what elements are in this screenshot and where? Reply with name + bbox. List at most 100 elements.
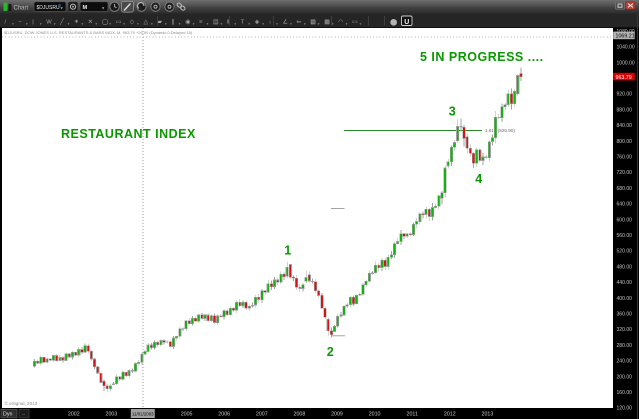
svg-text:600.00: 600.00 — [617, 217, 633, 223]
svg-text:11/01/2003: 11/01/2003 — [132, 412, 154, 417]
svg-text:520.00: 520.00 — [617, 249, 633, 255]
svg-text:© eSignal, 2013: © eSignal, 2013 — [5, 400, 38, 406]
svg-text:▾: ▾ — [193, 22, 195, 26]
svg-text:▾: ▾ — [68, 22, 70, 26]
svg-text:2012: 2012 — [444, 412, 456, 418]
svg-text:2011: 2011 — [407, 412, 418, 418]
svg-text:5 IN PROGRESS ....: 5 IN PROGRESS .... — [420, 50, 544, 64]
svg-text:▾: ▾ — [165, 22, 167, 26]
svg-text:/: / — [5, 20, 7, 26]
svg-text:∥: ∥ — [171, 19, 174, 26]
svg-text:T: T — [241, 20, 245, 26]
svg-text:∠: ∠ — [283, 19, 288, 26]
svg-text:↓: ↓ — [269, 20, 272, 26]
svg-text:▾: ▾ — [207, 22, 209, 26]
svg-text:−: − — [18, 20, 22, 26]
svg-text:△: △ — [144, 20, 149, 26]
svg-text:800.00: 800.00 — [617, 139, 633, 145]
svg-text:2010: 2010 — [369, 412, 381, 418]
svg-text:360.00: 360.00 — [617, 312, 633, 318]
svg-text:2: 2 — [327, 345, 334, 359]
svg-text:2007: 2007 — [256, 412, 268, 418]
svg-text:▾: ▾ — [61, 5, 64, 10]
svg-text:▾: ▾ — [102, 5, 105, 10]
svg-text:4: 4 — [475, 172, 482, 186]
svg-text:2005: 2005 — [181, 412, 193, 418]
svg-text:840.00: 840.00 — [617, 123, 633, 129]
svg-text:✕: ✕ — [88, 20, 93, 26]
svg-text:▾: ▾ — [82, 22, 84, 26]
svg-text:$DJUSRU, DOW JONES U.S. RESTAU: $DJUSRU, DOW JONES U.S. RESTAURANTS & BA… — [4, 30, 193, 35]
svg-text:≡: ≡ — [199, 20, 203, 26]
svg-text:▤: ▤ — [213, 20, 219, 26]
svg-text:▾: ▾ — [262, 22, 264, 26]
svg-text:2008: 2008 — [294, 412, 306, 418]
svg-text:▾: ▾ — [95, 22, 97, 26]
svg-text:▾: ▾ — [304, 22, 306, 26]
svg-text:2006: 2006 — [218, 412, 230, 418]
svg-text:◈: ◈ — [255, 20, 260, 26]
svg-text:▾: ▾ — [346, 22, 348, 26]
svg-text:◇: ◇ — [130, 20, 135, 26]
svg-text:◯: ◯ — [102, 19, 109, 26]
svg-text:▾: ▾ — [137, 22, 139, 26]
svg-text:920.00: 920.00 — [617, 92, 633, 98]
svg-text:720.00: 720.00 — [617, 170, 633, 176]
svg-text:120.00: 120.00 — [617, 406, 633, 412]
svg-text:963.79: 963.79 — [616, 75, 632, 81]
svg-text:Dyn: Dyn — [3, 412, 12, 418]
svg-text:◉: ◉ — [185, 20, 190, 26]
svg-text:‖: ‖ — [227, 20, 229, 26]
svg-text:▾: ▾ — [248, 22, 250, 26]
svg-text:▾: ▾ — [290, 22, 292, 26]
svg-text:✶: ✶ — [74, 19, 79, 26]
svg-text:▾: ▾ — [54, 22, 56, 26]
svg-text:▾: ▾ — [179, 22, 181, 26]
svg-text:480.00: 480.00 — [617, 264, 633, 270]
svg-text:1000.00: 1000.00 — [617, 60, 635, 66]
svg-text:▾: ▾ — [12, 22, 14, 26]
svg-text:|: | — [32, 20, 34, 26]
svg-text:880.00: 880.00 — [617, 107, 633, 113]
svg-text:760.00: 760.00 — [617, 155, 633, 161]
svg-text:◠: ◠ — [338, 20, 343, 26]
svg-text:400.00: 400.00 — [617, 296, 633, 302]
svg-text:280.00: 280.00 — [617, 343, 633, 349]
svg-text:▾: ▾ — [234, 22, 236, 26]
svg-text:▾: ▾ — [221, 22, 223, 26]
svg-text:200.00: 200.00 — [617, 374, 633, 380]
svg-text:D: D — [59, 4, 62, 8]
svg-text:$DJUSRU: $DJUSRU — [37, 5, 60, 11]
svg-text:▭: ▭ — [352, 20, 358, 26]
svg-text:▾: ▾ — [151, 22, 153, 26]
svg-text:640.00: 640.00 — [617, 202, 633, 208]
svg-text:440.00: 440.00 — [617, 280, 633, 286]
svg-text:▾: ▾ — [26, 22, 28, 26]
svg-text:▾: ▾ — [109, 22, 111, 26]
svg-text:▾: ▾ — [360, 22, 362, 26]
svg-text:⇔: ⇔ — [21, 412, 26, 418]
svg-text:W: W — [46, 20, 52, 26]
svg-text:1069.21: 1069.21 — [616, 34, 635, 40]
svg-text:▾: ▾ — [276, 22, 278, 26]
svg-text:RESTAURANT INDEX: RESTAURANT INDEX — [61, 127, 196, 141]
svg-text:╱: ╱ — [59, 18, 64, 26]
svg-text:680.00: 680.00 — [617, 186, 633, 192]
svg-text:2003: 2003 — [106, 412, 118, 418]
svg-text:560.00: 560.00 — [617, 233, 633, 239]
svg-text:1: 1 — [284, 244, 291, 258]
svg-text:2002: 2002 — [68, 412, 80, 418]
svg-text:▩: ▩ — [324, 20, 330, 26]
svg-text:2013: 2013 — [482, 412, 494, 418]
svg-text:⇐: ⇐ — [296, 20, 301, 26]
svg-text:▦: ▦ — [310, 20, 316, 26]
svg-text:240.00: 240.00 — [617, 359, 633, 365]
svg-text:1.618 (826.90): 1.618 (826.90) — [485, 128, 515, 133]
svg-text:1040.00: 1040.00 — [617, 45, 635, 51]
svg-text:U: U — [404, 19, 409, 26]
svg-text:▾: ▾ — [123, 22, 125, 26]
svg-text:Chart: Chart — [14, 6, 29, 12]
svg-text:320.00: 320.00 — [617, 327, 633, 333]
svg-text:▾: ▾ — [318, 22, 320, 26]
svg-text:▭: ▭ — [116, 20, 122, 26]
